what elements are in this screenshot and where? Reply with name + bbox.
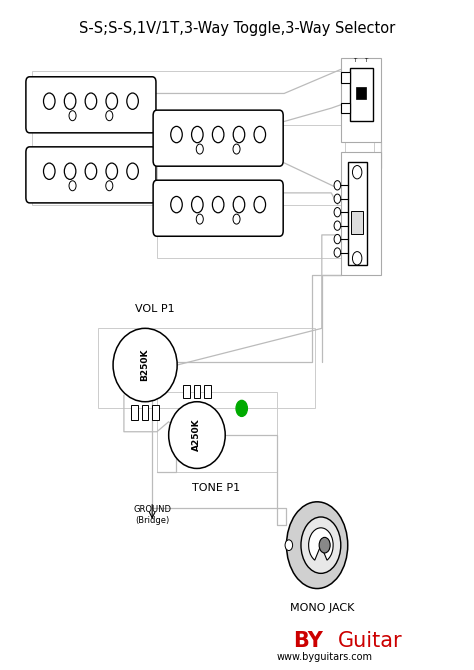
Text: B250K: B250K [141,349,150,381]
Circle shape [196,214,203,224]
Circle shape [334,181,341,190]
Text: T: T [354,58,357,63]
Text: T: T [364,58,367,63]
Circle shape [191,127,203,143]
Circle shape [319,537,330,553]
Bar [131,405,138,419]
Circle shape [196,144,203,154]
Text: TONE P1: TONE P1 [191,483,240,493]
FancyBboxPatch shape [153,110,283,166]
Circle shape [353,252,362,265]
Bar [152,405,159,419]
Bar [348,161,366,265]
Text: GROUND
(Bridge): GROUND (Bridge) [133,505,171,525]
Circle shape [334,248,341,257]
Bar [356,87,366,99]
Bar [98,328,315,409]
Circle shape [69,181,76,191]
Circle shape [334,194,341,204]
Circle shape [106,111,113,121]
Bar [183,385,190,399]
FancyBboxPatch shape [26,77,156,133]
Bar [341,58,381,141]
Bar [157,392,277,472]
Bar [32,72,346,205]
Circle shape [127,93,138,109]
Ellipse shape [113,328,177,402]
Bar [142,405,148,419]
Bar [204,385,210,399]
Circle shape [286,502,348,588]
Text: VOL P1: VOL P1 [135,304,174,314]
FancyBboxPatch shape [26,147,156,203]
Circle shape [233,144,240,154]
Circle shape [106,93,118,109]
Circle shape [285,540,292,551]
Circle shape [44,93,55,109]
Circle shape [64,163,76,180]
Text: A250K: A250K [192,419,201,452]
Circle shape [44,163,55,180]
Bar [351,211,363,234]
Circle shape [334,234,341,244]
Bar [341,151,381,275]
Circle shape [212,196,224,213]
Circle shape [64,93,76,109]
Circle shape [127,163,138,180]
Bar [341,103,350,113]
Circle shape [85,163,97,180]
Text: Guitar: Guitar [338,630,403,651]
Wedge shape [309,528,333,560]
Circle shape [301,517,341,574]
Text: BY: BY [293,630,323,651]
Bar [157,125,374,258]
Circle shape [233,196,245,213]
FancyBboxPatch shape [153,180,283,237]
Circle shape [212,127,224,143]
Circle shape [85,93,97,109]
Circle shape [171,127,182,143]
Bar [194,385,200,399]
Circle shape [233,214,240,224]
Text: S-S;S-S,1V/1T,3-Way Toggle,3-Way Selector: S-S;S-S,1V/1T,3-Way Toggle,3-Way Selecto… [79,21,395,36]
Circle shape [353,165,362,179]
Text: www.byguitars.com: www.byguitars.com [276,652,372,661]
Circle shape [233,127,245,143]
Circle shape [171,196,182,213]
Text: MONO JACK: MONO JACK [290,603,354,613]
Circle shape [106,181,113,191]
Circle shape [69,111,76,121]
Circle shape [191,196,203,213]
Circle shape [334,221,341,230]
Bar [350,68,373,121]
Circle shape [254,196,265,213]
Circle shape [106,163,118,180]
Bar [341,72,350,83]
Circle shape [236,401,247,416]
Circle shape [254,127,265,143]
Ellipse shape [169,402,225,468]
Circle shape [334,208,341,217]
